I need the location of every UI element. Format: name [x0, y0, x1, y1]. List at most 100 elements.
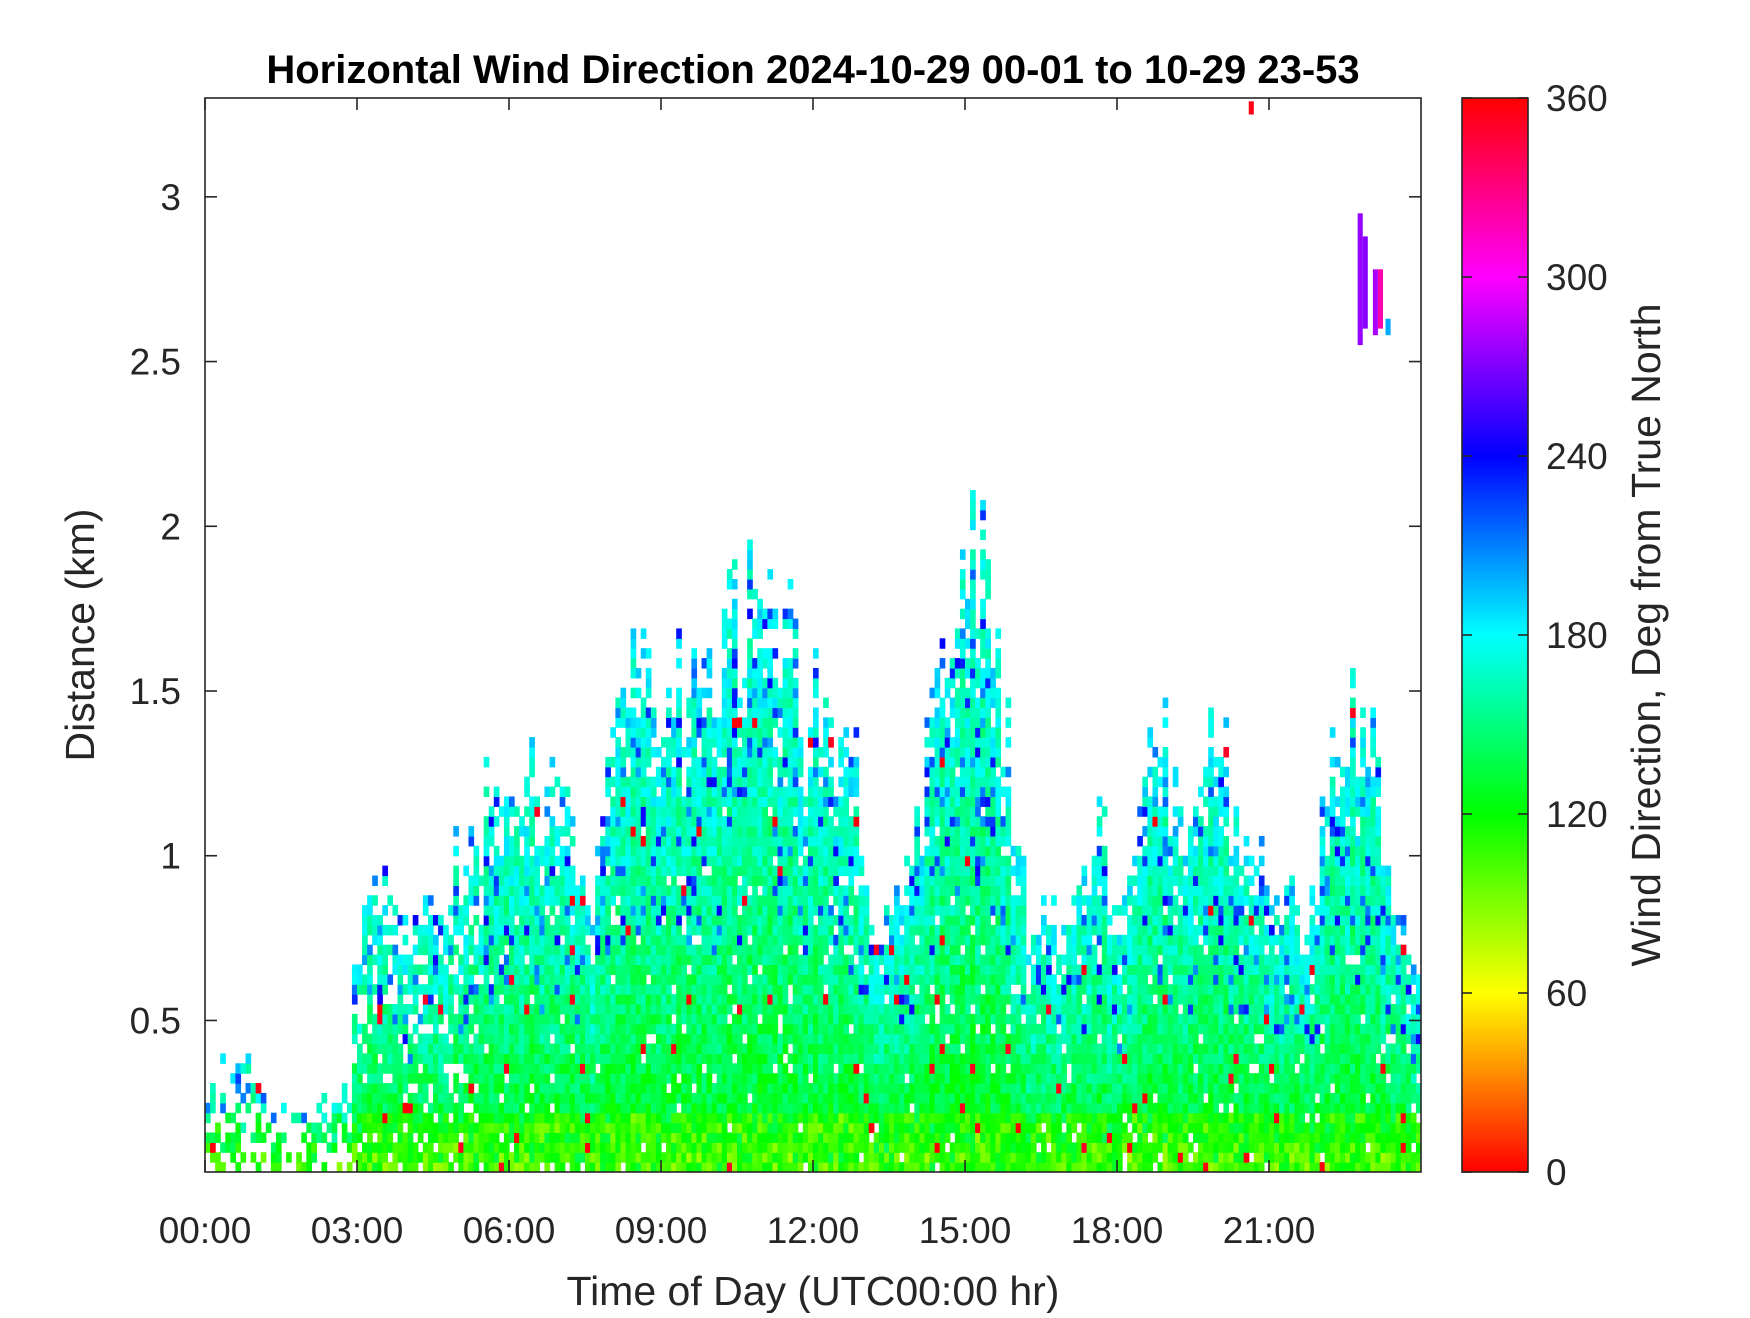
heatmap-cell — [899, 1083, 905, 1094]
heatmap-cell — [483, 994, 490, 1005]
heatmap-cell — [975, 924, 981, 936]
heatmap-cell — [848, 984, 855, 995]
heatmap-cell — [696, 1003, 703, 1015]
heatmap-cell — [645, 727, 652, 738]
heatmap-cell — [873, 1023, 880, 1035]
heatmap-cell — [402, 1003, 409, 1015]
heatmap-cell — [965, 1003, 971, 1015]
heatmap-cell — [909, 915, 915, 926]
heatmap-cell — [630, 915, 637, 926]
heatmap-cell — [792, 1043, 799, 1054]
heatmap-cell — [382, 1003, 388, 1015]
heatmap-cell — [949, 974, 956, 985]
heatmap-cell — [975, 697, 981, 709]
heatmap-cell — [731, 1162, 738, 1172]
heatmap-cell — [833, 934, 839, 946]
heatmap-cell — [792, 687, 799, 699]
heatmap-cell — [503, 1152, 510, 1163]
heatmap-cell — [579, 1132, 586, 1143]
heatmap-cell — [509, 1092, 515, 1104]
heatmap-cell — [995, 845, 1002, 857]
heatmap-cell — [899, 974, 905, 985]
heatmap-cell — [919, 944, 926, 956]
heatmap-cell — [666, 885, 672, 896]
heatmap-cell — [772, 885, 779, 896]
heatmap-cell — [909, 895, 915, 906]
heatmap-cell — [833, 974, 839, 985]
heatmap-cell — [843, 1063, 850, 1074]
heatmap-cell — [488, 885, 495, 896]
heatmap-cell — [1005, 826, 1012, 837]
heatmap-cell — [514, 1013, 520, 1025]
heatmap-cell — [868, 984, 875, 995]
heatmap-cell — [985, 1083, 991, 1094]
heatmap-cell — [807, 855, 814, 867]
heatmap-cell — [478, 1092, 485, 1104]
heatmap-cell — [742, 826, 748, 837]
heatmap-cell — [574, 1152, 581, 1163]
heatmap-cell — [671, 994, 677, 1005]
heatmap-cell — [529, 796, 535, 807]
heatmap-cell — [635, 994, 642, 1005]
heatmap-cell — [868, 1013, 875, 1025]
heatmap-cell — [752, 756, 758, 768]
heatmap-cell — [792, 835, 799, 847]
heatmap-cell — [250, 1092, 257, 1104]
heatmap-cell — [747, 776, 753, 788]
heatmap-cell — [696, 954, 703, 966]
heatmap-cell — [883, 1053, 890, 1064]
heatmap-cell — [539, 924, 546, 936]
heatmap-cell — [503, 934, 510, 946]
heatmap-cell — [833, 845, 839, 857]
heatmap-cell — [894, 1092, 900, 1104]
heatmap-cell — [818, 1003, 824, 1015]
heatmap-cell — [914, 954, 920, 966]
heatmap-cell — [655, 776, 662, 788]
heatmap-cell — [417, 1122, 424, 1134]
heatmap-cell — [914, 865, 920, 877]
heatmap-cell — [858, 1013, 865, 1025]
heatmap-cell — [919, 954, 926, 966]
heatmap-cell — [640, 697, 647, 709]
heatmap-cell — [422, 984, 429, 995]
heatmap-cell — [797, 1152, 804, 1163]
heatmap-cell — [610, 1122, 616, 1134]
heatmap-cell — [610, 1003, 616, 1015]
heatmap-cell — [650, 895, 657, 906]
heatmap-cell — [904, 974, 910, 985]
heatmap-cell — [640, 648, 647, 659]
heatmap-cell — [1010, 1043, 1017, 1054]
heatmap-cell — [772, 895, 779, 906]
heatmap-cell — [569, 905, 576, 916]
heatmap-cell — [676, 628, 682, 639]
heatmap-cell — [448, 1132, 454, 1143]
heatmap-cell — [853, 1142, 860, 1153]
heatmap-cell — [210, 1092, 216, 1104]
heatmap-cell — [848, 954, 855, 966]
heatmap-cell — [696, 915, 703, 926]
heatmap-cell — [554, 934, 561, 946]
heatmap-cell — [975, 1073, 981, 1084]
heatmap-cell — [970, 658, 976, 669]
heatmap-cell — [681, 1122, 687, 1134]
heatmap-cell — [863, 1043, 870, 1054]
heatmap-cell — [970, 855, 976, 867]
heatmap-cell — [970, 578, 976, 590]
heatmap-cell — [630, 875, 637, 886]
heatmap-cell — [615, 766, 622, 778]
heatmap-cell — [681, 826, 687, 837]
heatmap-cell — [914, 905, 920, 916]
heatmap-cell — [412, 974, 419, 985]
heatmap-cell — [382, 1092, 388, 1104]
heatmap-cell — [691, 865, 698, 877]
heatmap-cell — [666, 964, 672, 975]
heatmap-cell — [625, 1122, 632, 1134]
heatmap-cell — [848, 1003, 855, 1015]
heatmap-cell — [954, 944, 961, 956]
heatmap-cell — [382, 944, 388, 956]
heatmap-cell — [600, 1033, 606, 1045]
heatmap-cell — [666, 747, 672, 758]
heatmap-cell — [747, 756, 753, 768]
heatmap-cell — [848, 1122, 855, 1134]
heatmap-cell — [686, 1112, 692, 1124]
